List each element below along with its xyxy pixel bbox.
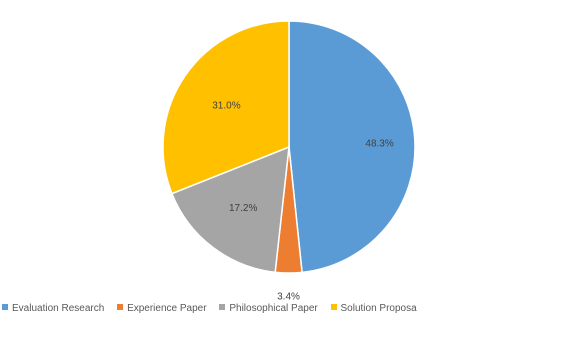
legend-item-philosophical-paper: Philosophical Paper xyxy=(219,299,318,319)
legend-label-philosophical-paper: Philosophical Paper xyxy=(229,303,318,314)
legend-swatch-philosophical-paper xyxy=(219,304,226,311)
pie-slice-solution-proposal xyxy=(162,20,290,195)
pie-slice-evaluation-research xyxy=(288,20,416,274)
legend-swatch-evaluation-research xyxy=(2,304,8,311)
legend-swatch-experience-paper xyxy=(117,304,124,311)
legend-item-evaluation-research: Evaluation Research xyxy=(2,299,104,319)
legend: Evaluation Research Experience Paper Phi… xyxy=(2,299,569,319)
legend-item-experience-paper: Experience Paper xyxy=(117,299,207,319)
legend-swatch-solution-proposal xyxy=(330,304,337,311)
data-label-philosophical-paper: 17.2% xyxy=(229,203,257,214)
data-label-evaluation-research: 48.3% xyxy=(365,138,393,149)
data-label-solution-proposal: 31.0% xyxy=(212,101,240,112)
pie-slice-philosophical-paper xyxy=(170,145,290,274)
legend-item-solution-proposal: Solution Proposa xyxy=(330,299,417,319)
legend-label-experience-paper: Experience Paper xyxy=(127,303,207,314)
data-label-experience-paper: 3.4% xyxy=(277,292,300,303)
legend-label-solution-proposal: Solution Proposa xyxy=(340,303,417,314)
legend-label-evaluation-research: Evaluation Research xyxy=(12,303,105,314)
